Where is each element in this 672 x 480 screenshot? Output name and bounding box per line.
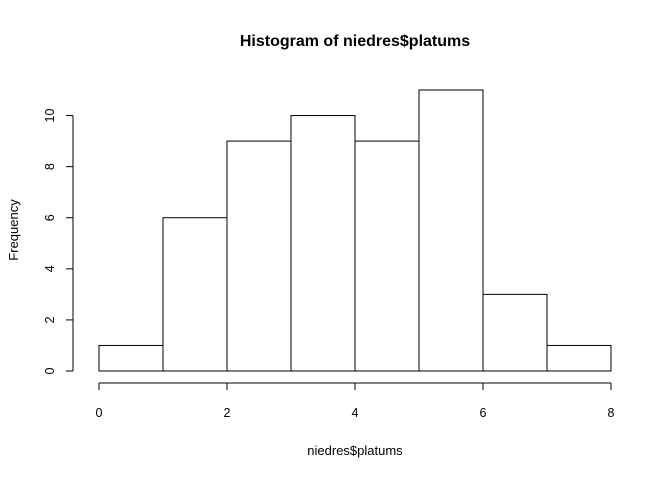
histogram-bar-2 [226,140,292,372]
x-tick-label-4: 8 [608,406,615,420]
y-tick-label-2: 4 [43,265,57,272]
x-axis-label: niedres$platums [307,443,403,458]
histogram-bar-3 [290,115,356,372]
x-tick-label-3: 6 [480,406,487,420]
x-tick-label-2: 4 [352,406,359,420]
y-tick-label-4: 8 [43,163,57,170]
x-tick-label-0: 0 [96,406,103,420]
y-tick-label-5: 10 [43,109,57,123]
x-tick-label-1: 2 [224,406,231,420]
histogram-bar-4 [354,140,420,372]
y-axis: 0 2 4 6 8 10 [43,109,74,374]
histogram-bar-1 [162,217,228,372]
histogram-bar-0 [98,344,164,372]
bars-group [98,89,612,372]
y-tick-label-0: 0 [43,367,57,374]
histogram-bar-6 [482,293,548,372]
y-axis-label: Frequency [6,199,21,261]
histogram-bar-7 [546,344,612,372]
y-tick-label-3: 6 [43,214,57,221]
y-tick-label-1: 2 [43,316,57,323]
x-axis: 0 2 4 6 8 [96,382,615,420]
histogram-bar-5 [418,89,484,372]
chart-title: Histogram of niedres$platums [240,33,470,50]
